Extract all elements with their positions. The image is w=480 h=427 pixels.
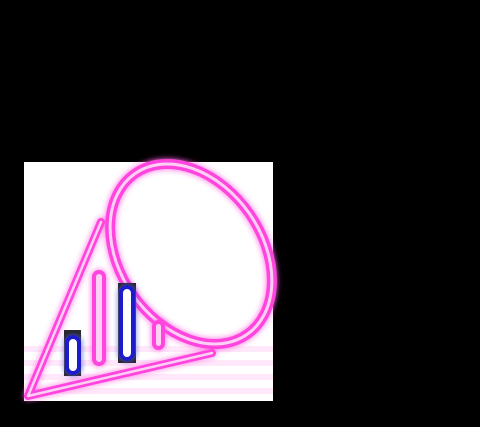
bar-4 <box>152 320 165 350</box>
neon-bar-chart-icon <box>64 270 165 376</box>
bar-1 <box>65 335 81 375</box>
bar-3 <box>119 285 135 361</box>
megaphone-cone-core <box>26 220 214 398</box>
reflection-stripes <box>24 346 273 394</box>
bar-2 <box>92 270 106 366</box>
